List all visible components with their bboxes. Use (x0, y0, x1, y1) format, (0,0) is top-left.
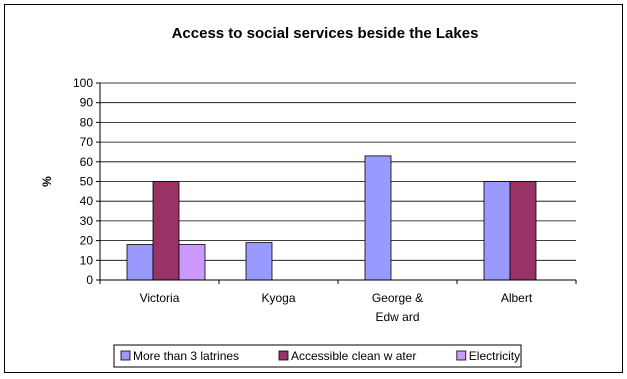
chart-title: Access to social services beside the Lak… (172, 25, 479, 42)
y-tick-label: 90 (80, 96, 94, 110)
bar-electricity-0 (178, 244, 206, 281)
y-tick-label: 20 (80, 234, 94, 248)
bar-accessible-clean-w-ater-3 (509, 181, 537, 281)
y-tick-labels: 0 10 20 30 40 50 60 70 80 90 100 (73, 76, 93, 287)
axes (96, 82, 577, 284)
y-tick-label: 100 (73, 76, 93, 90)
y-tick-label: 80 (80, 115, 94, 129)
legend-label: Accessible clean w ater (291, 349, 416, 363)
legend-box (113, 344, 522, 368)
y-tick-label: 70 (80, 135, 94, 149)
y-tick-label: 30 (80, 214, 94, 228)
x-tick-label: George & (372, 291, 423, 305)
legend: More than 3 latrines Accessible clean w a… (113, 344, 522, 368)
bar-more-than-3-latrines-0 (126, 244, 154, 281)
legend-swatch (456, 350, 467, 361)
chart-frame: Access to social services beside the Lak… (4, 4, 623, 373)
x-tick-label: Albert (501, 291, 533, 305)
bar-more-than-3-latrines-2 (364, 155, 392, 281)
y-tick-label: 10 (80, 253, 94, 267)
x-tick-label: Edw ard (375, 310, 419, 324)
y-tick-label: 50 (80, 175, 94, 189)
legend-swatch (278, 350, 289, 361)
x-tick-labels: Victoria Kyoga George & Edw ard Albert (140, 291, 533, 324)
legend-label: More than 3 latrines (133, 349, 239, 363)
bar-more-than-3-latrines-1 (245, 242, 273, 281)
bar-chart: Access to social services beside the Lak… (40, 25, 577, 368)
x-tick-label: Victoria (140, 291, 180, 305)
bars (126, 155, 537, 281)
bar-accessible-clean-w-ater-0 (152, 181, 180, 281)
y-tick-label: 40 (80, 194, 94, 208)
legend-label: Electricity (469, 349, 520, 363)
bar-more-than-3-latrines-3 (483, 181, 511, 281)
y-tick-label: 0 (86, 273, 93, 287)
legend-swatch (120, 350, 131, 361)
y-tick-label: 60 (80, 155, 94, 169)
x-tick-label: Kyoga (261, 291, 295, 305)
y-axis-label: % (40, 176, 54, 187)
